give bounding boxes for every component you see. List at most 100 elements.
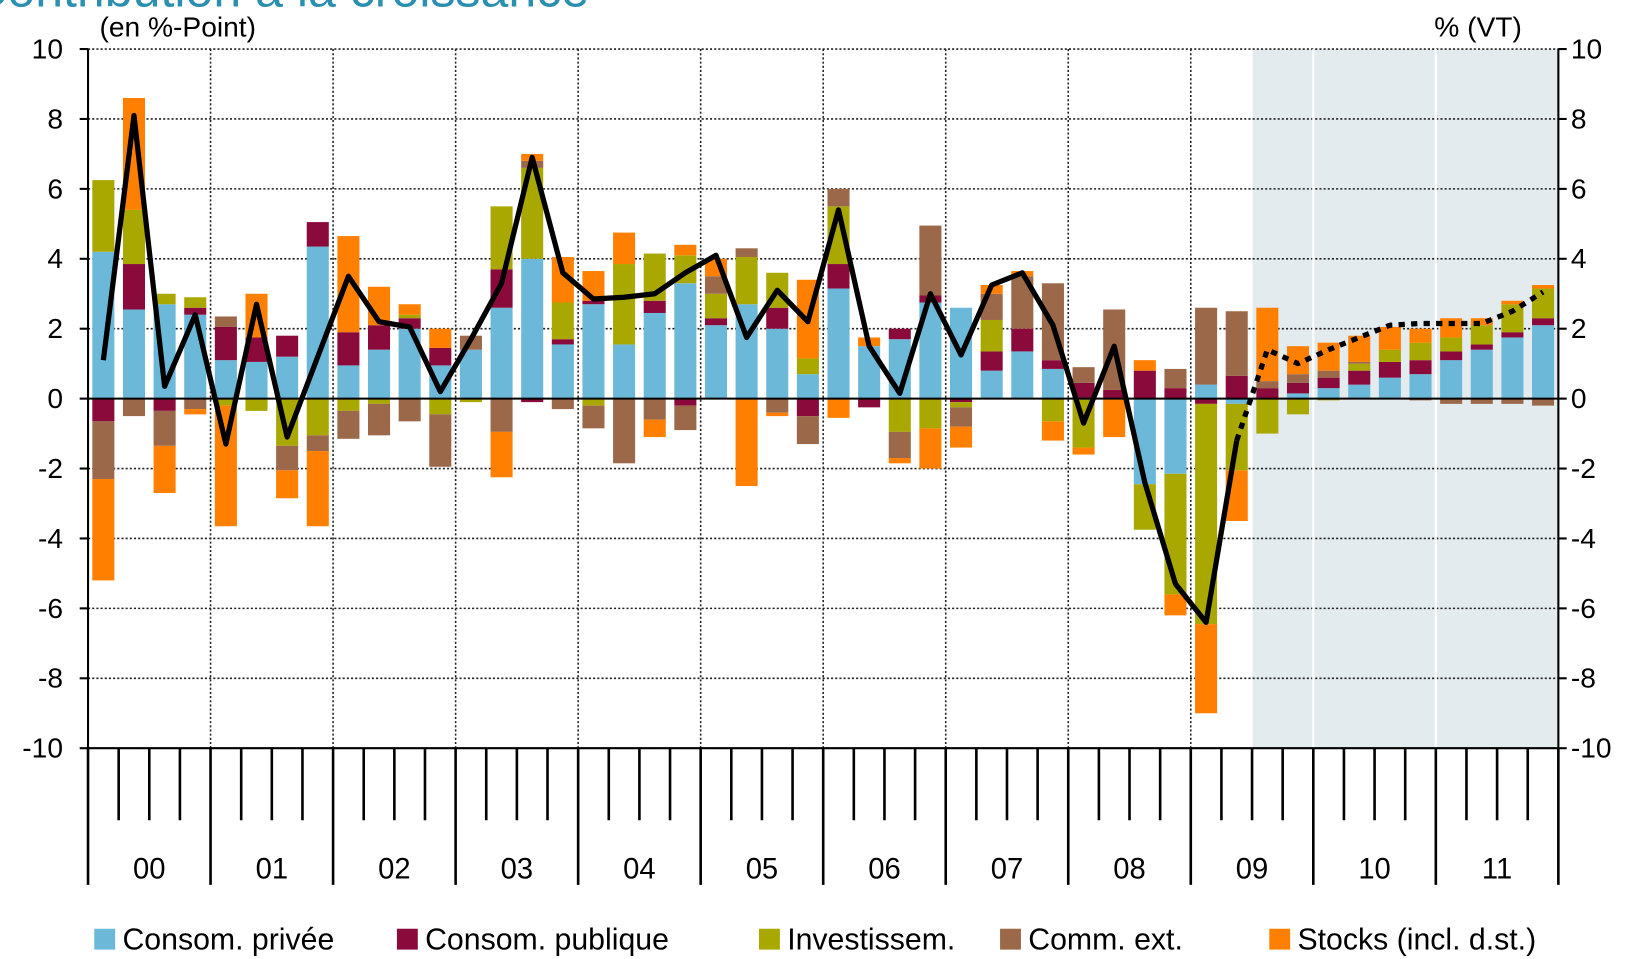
bar-segment — [429, 398, 452, 415]
bar-segment — [1317, 370, 1340, 378]
bar-segment — [1041, 398, 1064, 422]
bar-segment — [276, 445, 299, 471]
bar-segment — [704, 276, 728, 294]
legend-swatch — [1000, 928, 1021, 950]
bar-segment — [153, 410, 176, 446]
y-axis-label: (en %-Point) — [100, 11, 256, 43]
bar-segment — [1195, 403, 1218, 625]
bar-segment — [1256, 381, 1279, 389]
y-tick-label: -6 — [38, 592, 63, 624]
bar-segment — [245, 361, 268, 399]
x-tick-label: 03 — [501, 854, 533, 886]
bar-segment — [429, 347, 452, 366]
x-tick-label: 10 — [1358, 854, 1390, 886]
bar-segment — [582, 398, 605, 406]
bar-segment — [368, 403, 391, 436]
bar-segment — [92, 251, 115, 399]
bar-segment — [919, 302, 942, 399]
bar-segment — [919, 225, 942, 296]
bar-segment — [613, 232, 636, 265]
bar-segment — [459, 398, 482, 403]
bar-segment — [827, 264, 850, 289]
bar-segment — [919, 398, 942, 429]
bar-segment — [643, 419, 666, 438]
bar-segment — [1011, 328, 1034, 352]
bar-segment — [1286, 398, 1310, 415]
y2-tick-label: 10 — [1571, 32, 1602, 64]
bar-segment — [153, 293, 176, 305]
y2-tick-label: -6 — [1571, 592, 1596, 624]
bar-segment — [827, 398, 850, 418]
bar-segment — [1286, 374, 1310, 383]
y-tick-label: 0 — [47, 382, 63, 414]
bar-segment — [214, 405, 237, 527]
gdp-line — [100, 112, 1240, 625]
bar-segment — [950, 407, 973, 427]
bar-segment — [551, 344, 574, 399]
bar-segment — [337, 410, 360, 439]
x-tick-label: 05 — [746, 854, 778, 886]
bar-segment — [245, 398, 268, 411]
bar-segment — [1532, 285, 1555, 289]
bar-segment — [1256, 307, 1279, 382]
bar-segment — [521, 258, 544, 399]
bar-segment — [276, 356, 299, 399]
bar-segment — [214, 398, 237, 406]
y2-tick-label: -10 — [1571, 732, 1612, 764]
bar-segment — [1501, 332, 1524, 338]
bar-segment — [306, 246, 329, 399]
bar-segment — [1501, 300, 1524, 305]
bar-segment — [122, 264, 146, 310]
bar-segment — [1501, 304, 1524, 333]
legend-swatch — [1269, 928, 1291, 950]
bar-segment — [643, 300, 666, 313]
x-tick-label: 04 — [623, 854, 655, 886]
bar-segment — [888, 398, 911, 432]
bar-segment — [92, 398, 115, 422]
bar-segment — [950, 426, 973, 448]
bar-segment — [704, 293, 728, 319]
bar-segment — [674, 283, 697, 399]
bar-segment — [551, 398, 574, 410]
bar-segment — [1348, 384, 1371, 399]
bar-segment — [214, 316, 237, 327]
bar-segment — [1103, 398, 1126, 438]
legend-label: Investissem. — [787, 924, 955, 957]
bar-segment — [980, 351, 1003, 371]
bar-segment — [613, 398, 636, 464]
bar-segment — [1348, 363, 1371, 371]
bar-segment — [1470, 318, 1493, 326]
y-tick-label: 2 — [47, 312, 63, 344]
bar-segment — [735, 248, 758, 258]
bar-segment — [1409, 328, 1432, 343]
bar-segment — [1041, 368, 1064, 399]
bar-segment — [735, 257, 758, 305]
bar-segment — [796, 374, 819, 399]
bar-segment — [1470, 349, 1493, 399]
bar-segment — [888, 328, 911, 340]
bar-segment — [950, 398, 973, 403]
bar-segment — [122, 209, 146, 265]
bar-segment — [368, 398, 391, 404]
bar-segment — [766, 307, 789, 329]
chart-title: Contribution à la croissance — [0, 0, 589, 17]
bar-segment — [1041, 360, 1064, 369]
bar-segment — [1164, 398, 1187, 474]
bar-segment — [1225, 375, 1248, 399]
bar-segment — [1286, 393, 1310, 399]
bar-segment — [1348, 370, 1371, 385]
bar-segment — [306, 222, 329, 247]
bar-segment — [766, 412, 789, 417]
bar-segment — [1532, 318, 1555, 326]
y-tick-label: 4 — [47, 242, 63, 274]
bar-segment — [1532, 288, 1555, 319]
bar-segment — [1164, 388, 1187, 399]
legend-label: Stocks (incl. d.st.) — [1297, 924, 1536, 957]
bar-segment — [153, 398, 176, 411]
bar-segment — [643, 398, 666, 420]
bar-segment — [429, 328, 452, 348]
y-tick-label: 8 — [47, 102, 63, 134]
legend-label: Comm. ext. — [1028, 924, 1183, 957]
x-tick-label: 11 — [1482, 854, 1512, 886]
bar-segment — [1195, 398, 1218, 404]
